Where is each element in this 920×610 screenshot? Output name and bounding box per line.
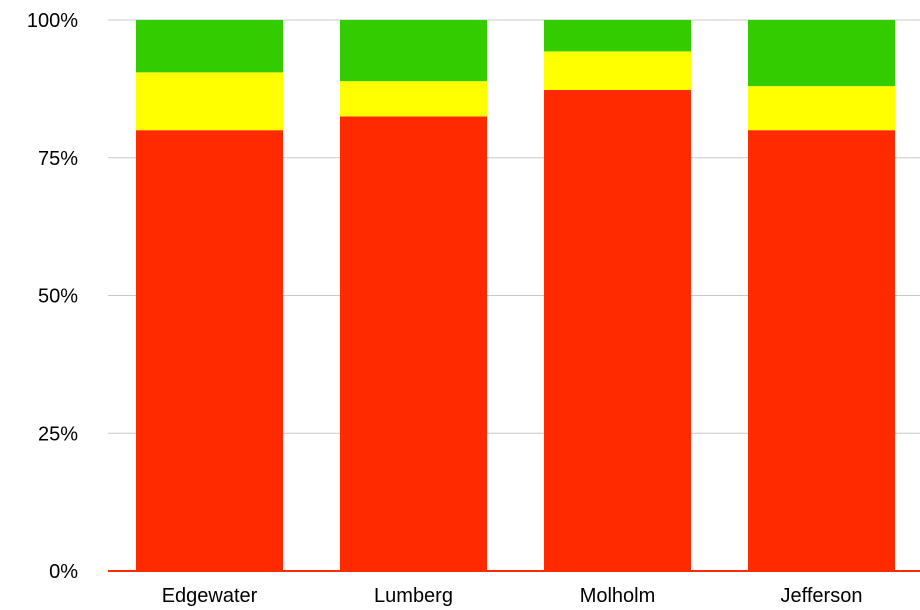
- bar-segment: [748, 86, 895, 131]
- bar-segment: [136, 72, 283, 131]
- bar-segment: [136, 20, 283, 73]
- y-tick-label: 50%: [38, 286, 78, 308]
- bar-segment: [748, 130, 895, 571]
- bar-segment: [340, 116, 487, 572]
- bar-segment: [340, 20, 487, 82]
- bar-segment: [136, 130, 283, 571]
- bar-segment: [544, 89, 691, 572]
- x-category-label: Edgewater: [162, 585, 258, 607]
- axes: 0% 25% 50% 75% 100% Edgewater Lumberg Molholm Je…: [27, 10, 920, 607]
- y-tick-label: 75%: [38, 148, 78, 170]
- y-tick-label: 25%: [38, 423, 78, 445]
- y-tick-label: 100%: [27, 10, 78, 32]
- x-category-label: Molholm: [580, 585, 656, 607]
- bar-segment: [748, 20, 895, 87]
- bars: [136, 20, 895, 572]
- bar-segment: [544, 51, 691, 90]
- bar-segment: [340, 81, 487, 117]
- x-category-label: Jefferson: [781, 585, 863, 607]
- bar-segment: [544, 20, 691, 52]
- y-tick-label: 0%: [49, 561, 78, 583]
- x-category-label: Lumberg: [374, 585, 453, 607]
